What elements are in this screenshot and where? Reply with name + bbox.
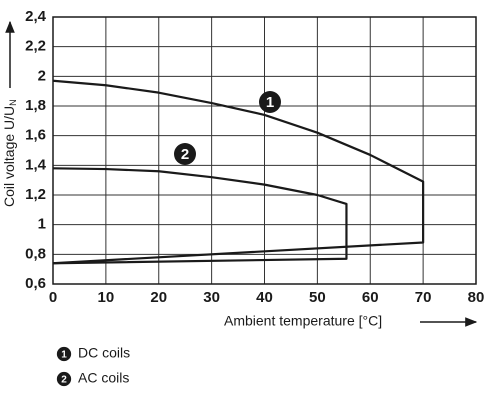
legend-number: 1 (61, 350, 67, 361)
x-tick-label: 80 (468, 289, 485, 306)
series-line (52, 167, 348, 265)
annotation-number: 1 (266, 94, 274, 111)
y-axis-label-group: Coil voltage U/UN (1, 99, 19, 207)
x-tick-label: 10 (98, 289, 115, 306)
x-axis-label: Ambient temperature [°C] (224, 313, 382, 329)
annotation-number: 2 (181, 146, 189, 163)
y-tick-label: 2,2 (25, 38, 46, 55)
x-tick-label: 40 (256, 289, 273, 306)
x-tick-label: 60 (362, 289, 379, 306)
y-tick-label: 1,2 (25, 186, 46, 203)
y-tick-label: 0,6 (25, 275, 46, 292)
y-tick-label: 2,4 (25, 8, 47, 25)
y-tick-label: 1 (38, 216, 46, 233)
y-axis-label: Coil voltage U/UN (1, 99, 19, 207)
y-tick-label: 1,8 (25, 97, 46, 114)
legend-circle (56, 346, 72, 362)
annotation-circle (174, 143, 196, 165)
legend-label: AC coils (78, 370, 129, 386)
y-tick-label: 0,8 (25, 245, 46, 262)
legend-label: DC coils (78, 345, 130, 361)
x-tick-label: 50 (309, 289, 326, 306)
y-tick-label: 1,6 (25, 127, 46, 144)
legend-circle (56, 371, 72, 387)
series-line (52, 79, 425, 265)
x-tick-label: 0 (49, 289, 57, 306)
y-tick-label: 2 (38, 67, 46, 84)
annotation-circle (259, 91, 281, 113)
y-tick-label: 1,4 (25, 156, 47, 173)
x-tick-label: 30 (203, 289, 220, 306)
legend-number: 2 (61, 375, 67, 386)
x-tick-label: 20 (150, 289, 167, 306)
x-tick-label: 70 (415, 289, 432, 306)
plot-frame (52, 16, 477, 285)
